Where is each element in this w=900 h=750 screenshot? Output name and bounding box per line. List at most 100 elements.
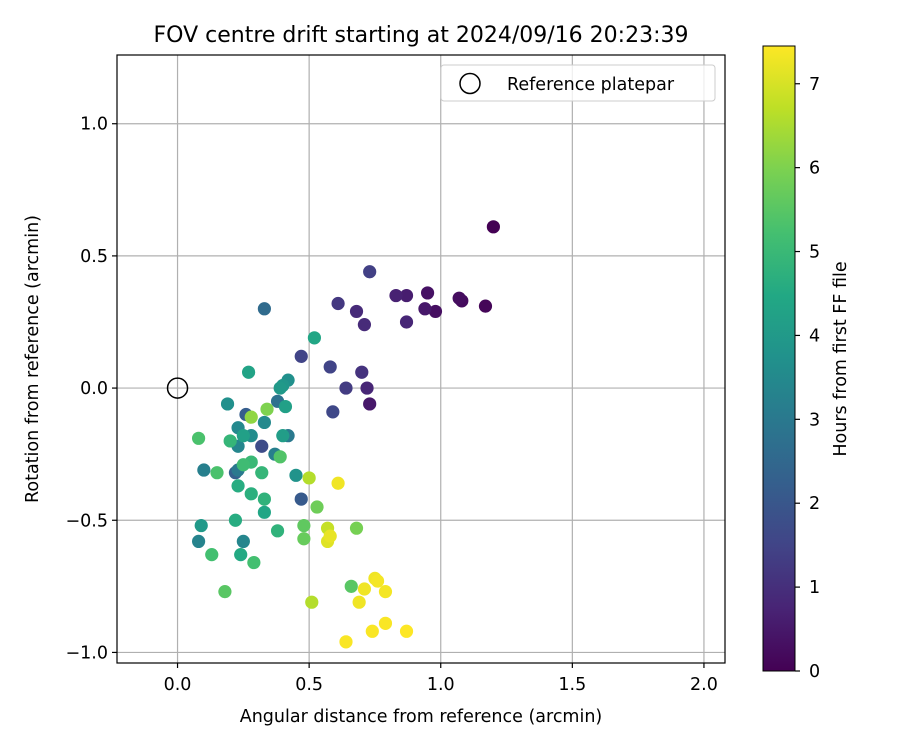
data-point [205,548,219,562]
data-point [399,624,414,638]
data-point [323,360,337,374]
data-point [247,555,261,570]
data-point [418,302,432,316]
legend: Reference platepar [440,64,716,102]
x-axis-label: Angular distance from reference (arcmin) [240,707,603,727]
data-point [236,458,250,472]
data-point [255,439,269,453]
data-point [236,534,250,549]
data-point [273,450,287,464]
data-point [365,624,379,638]
data-point [478,299,493,313]
data-point [257,505,271,519]
scatter-points [191,220,500,649]
data-point [389,288,403,303]
data-point [452,291,466,305]
y-tick-label: −0.5 [66,511,109,531]
legend-label: Reference platepar [507,75,675,95]
x-tick-label: 0.0 [164,675,192,695]
data-point [370,574,385,588]
data-point [234,548,248,562]
grid-lines [117,55,725,663]
legend-marker [459,72,481,95]
data-point [194,518,208,533]
data-point [257,302,271,316]
data-point [294,492,308,506]
data-point [326,405,340,419]
data-point [257,415,271,430]
data-point [223,434,237,448]
y-tick-label: 1.0 [80,115,108,135]
data-point [363,397,377,411]
chart-title: FOV centre drift starting at 2024/09/16 … [154,23,689,48]
colorbar-tick-label: 3 [809,410,820,430]
data-point [352,595,366,609]
data-point [302,471,316,485]
data-point [305,595,319,609]
colorbar-tick-label: 6 [809,159,820,179]
data-point [357,318,372,332]
data-point [349,521,364,535]
data-point [278,399,293,414]
data-point [420,286,435,300]
data-point [355,365,369,379]
data-point [363,265,377,279]
colorbar-tick-label: 7 [809,75,820,95]
data-point [307,331,322,345]
data-point [310,500,324,514]
data-point [289,468,303,482]
data-point [231,479,245,493]
y-tick-label: 0.0 [80,379,108,399]
x-tick-label: 1.5 [558,675,586,695]
data-point [244,487,258,501]
x-axis-ticks: 0.0 0.5 1.0 1.5 2.0 [164,663,718,695]
data-point [357,582,372,596]
data-point [331,476,345,490]
data-point [339,381,353,395]
data-point [242,365,256,379]
data-point [276,429,290,443]
data-point [399,288,414,303]
data-point [191,431,206,445]
data-point [257,492,271,506]
data-point [378,616,393,630]
y-tick-label: −1.0 [66,643,109,663]
reference-marker [166,377,189,399]
data-point [260,402,274,416]
x-tick-label: 2.0 [690,675,718,695]
data-point [339,635,353,649]
data-point [344,579,358,593]
colorbar-tick-label: 2 [809,494,820,514]
data-point [349,304,364,319]
data-point [297,532,311,546]
data-point [220,397,235,411]
data-point [294,349,308,363]
data-point [236,429,250,443]
data-point [428,304,443,319]
x-tick-label: 1.0 [427,675,455,695]
data-point [486,220,500,234]
data-point [273,381,287,395]
plot-frame [116,54,726,664]
data-point [331,296,345,311]
data-point [255,466,269,480]
colorbar-tick-label: 5 [809,243,820,263]
y-axis-label: Rotation from reference (arcmin) [23,215,43,503]
data-point [218,585,232,599]
colorbar: 0 1 2 3 4 5 6 7 Hours from first FF file [762,45,851,682]
data-point [399,315,414,329]
colorbar-gradient [762,45,796,672]
colorbar-tick-label: 4 [809,326,820,346]
data-point [191,534,206,549]
colorbar-tick-label: 0 [809,662,820,682]
data-point [210,466,224,480]
x-tick-label: 0.5 [295,675,323,695]
data-point [323,529,337,543]
data-point [228,513,243,527]
y-tick-label: 0.5 [80,247,108,267]
data-point [270,524,285,538]
data-point [378,585,393,599]
data-point [360,381,374,395]
colorbar-label: Hours from first FF file [831,261,851,456]
